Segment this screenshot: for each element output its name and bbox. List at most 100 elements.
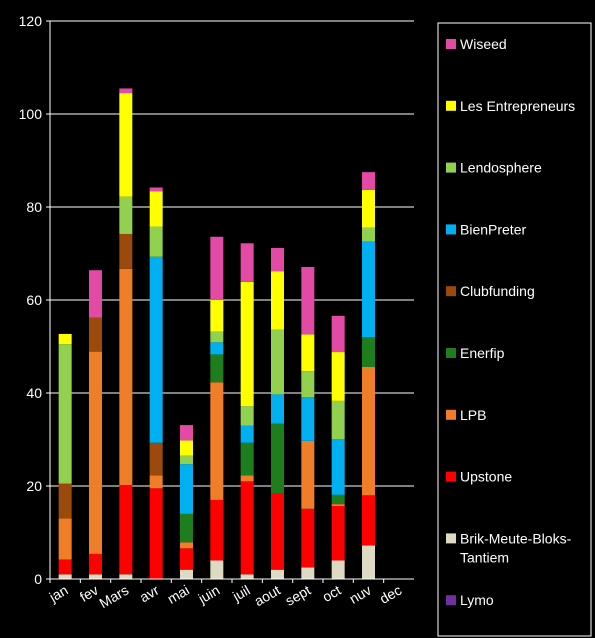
x-tick-label: juil bbox=[229, 582, 253, 605]
bar-segment bbox=[271, 493, 284, 570]
bar-segment bbox=[180, 569, 193, 579]
bar-segment bbox=[180, 542, 193, 549]
legend-label: Lendosphere bbox=[460, 160, 542, 176]
bar-segment bbox=[331, 504, 345, 506]
bar-segment bbox=[180, 548, 193, 570]
legend-swatch bbox=[446, 224, 456, 235]
bar-segment bbox=[362, 366, 375, 496]
legend-swatch bbox=[446, 39, 456, 49]
bar-segment bbox=[210, 354, 224, 383]
legend-label: Brik-Meute-Bloks-Tantiem bbox=[460, 530, 572, 565]
bar-segment bbox=[240, 243, 254, 282]
gridlines bbox=[50, 20, 414, 487]
bar-segment bbox=[271, 423, 284, 494]
bar-segment bbox=[301, 508, 315, 568]
bar-segment bbox=[362, 337, 375, 367]
legend-label: Lymo bbox=[460, 592, 494, 608]
bar-segment bbox=[362, 241, 375, 338]
bar-segment bbox=[89, 553, 102, 575]
bar-segment bbox=[331, 439, 345, 495]
axes bbox=[46, 20, 414, 583]
bar-segment bbox=[331, 494, 345, 505]
bar-segment bbox=[240, 442, 254, 476]
bar-segment bbox=[180, 464, 193, 514]
legend-box bbox=[437, 22, 592, 637]
y-tick-label: 40 bbox=[26, 385, 42, 401]
bar-segment bbox=[301, 440, 315, 509]
bar-segment bbox=[58, 344, 72, 484]
bar-segment bbox=[331, 352, 345, 401]
y-tick-label: 80 bbox=[26, 199, 42, 215]
bar-segment bbox=[119, 196, 133, 234]
legend-swatch bbox=[446, 595, 456, 606]
bar-segment bbox=[180, 455, 193, 465]
bar-segment bbox=[210, 331, 224, 343]
bar-segment bbox=[149, 256, 163, 443]
bar-segment bbox=[362, 189, 375, 228]
bar-segment bbox=[210, 382, 224, 500]
bar-segment bbox=[240, 281, 254, 407]
bar-segment bbox=[240, 425, 254, 443]
bar-segment bbox=[119, 485, 133, 575]
y-tick-label: 100 bbox=[19, 106, 43, 122]
bar-segment bbox=[210, 236, 224, 300]
y-tick-label: 60 bbox=[26, 292, 42, 308]
legend-swatch bbox=[446, 348, 456, 358]
bar-segment bbox=[210, 300, 224, 332]
legend-label: Upstone bbox=[460, 469, 512, 485]
bar-segment bbox=[301, 567, 315, 579]
legend: Wiseed Les Entrepreneurs Lendosphere BienPr… bbox=[446, 36, 575, 608]
bar-segment bbox=[331, 315, 345, 353]
bar-segment bbox=[271, 569, 284, 579]
bar-segment bbox=[301, 334, 315, 372]
bar-segment bbox=[271, 271, 284, 330]
bar-segment bbox=[301, 371, 315, 398]
legend-swatch bbox=[446, 409, 456, 420]
bar-segment bbox=[89, 574, 102, 579]
legend-label: BienPreter bbox=[460, 221, 526, 237]
bar-segment bbox=[301, 397, 315, 441]
legend-swatch bbox=[446, 533, 456, 544]
bar-segment bbox=[89, 351, 102, 554]
bar-segment bbox=[362, 545, 375, 579]
bar-segment bbox=[180, 440, 193, 456]
bar-segment bbox=[119, 88, 133, 94]
y-tick-labels: 0 20 40 60 80 100 120 bbox=[19, 13, 43, 587]
bar-segment bbox=[89, 317, 102, 352]
bar-segment bbox=[240, 406, 254, 426]
bar-segment bbox=[119, 268, 133, 486]
bar-segment bbox=[149, 191, 163, 227]
bar-segment bbox=[271, 247, 284, 272]
bar-segment bbox=[149, 475, 163, 489]
legend-swatch bbox=[446, 286, 456, 297]
bar-segment bbox=[89, 270, 102, 318]
bar-segment bbox=[301, 266, 315, 335]
bar-segment bbox=[180, 425, 193, 441]
bar-segment bbox=[180, 513, 193, 543]
bar-segment bbox=[240, 481, 254, 575]
legend-swatch bbox=[446, 100, 456, 111]
bar-segment bbox=[210, 499, 224, 561]
bar-segment bbox=[271, 394, 284, 424]
bar-segment bbox=[362, 495, 375, 546]
bars bbox=[58, 88, 375, 579]
bar-segment bbox=[119, 574, 133, 579]
bar-segment bbox=[362, 172, 375, 190]
legend-label: Les Entrepreneurs bbox=[460, 98, 575, 114]
bar-segment bbox=[210, 342, 224, 355]
bar-segment bbox=[58, 559, 72, 575]
legend-label: Clubfunding bbox=[460, 283, 535, 299]
bar-segment bbox=[149, 226, 163, 257]
legend-swatch bbox=[446, 471, 456, 482]
legend-swatch bbox=[446, 162, 456, 173]
bar-segment bbox=[58, 518, 72, 560]
bar-segment bbox=[210, 560, 224, 579]
bar-segment bbox=[331, 400, 345, 440]
legend-label: Enerfip bbox=[460, 345, 505, 361]
bar-segment bbox=[149, 488, 163, 579]
bar-segment bbox=[58, 333, 72, 345]
bar-segment bbox=[331, 505, 345, 561]
y-tick-label: 0 bbox=[34, 571, 42, 587]
bar-segment bbox=[271, 329, 284, 395]
